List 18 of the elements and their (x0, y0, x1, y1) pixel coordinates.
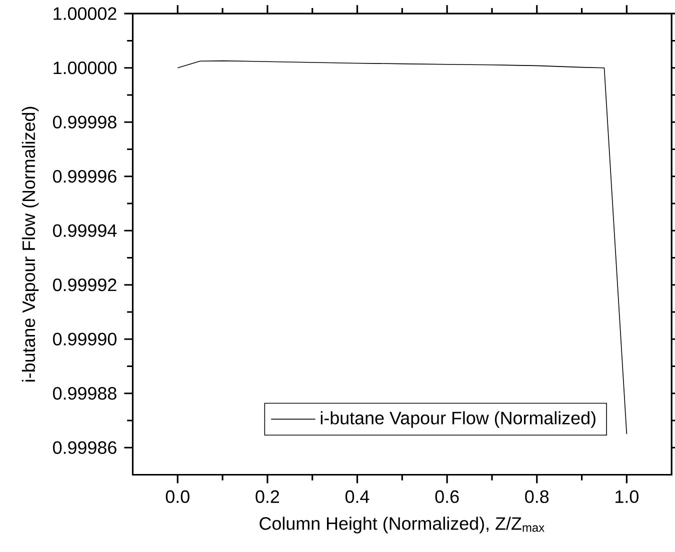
x-tick-label: 0.2 (256, 490, 280, 504)
x-tick-label: 0.0 (166, 490, 190, 504)
y-tick-label: 1.00002 (54, 7, 116, 20)
y-tick-label: 0.99990 (53, 332, 116, 346)
x-tick-label: 1.0 (616, 490, 638, 504)
x-tick-label: 0.8 (525, 490, 549, 504)
x-tick-label: 0.6 (435, 490, 459, 504)
y-tick-label: 0.99998 (53, 116, 116, 129)
y-tick-label: 0.99994 (53, 224, 117, 238)
y-tick-label: 0.99992 (53, 278, 116, 292)
y-tick-label: 0.99988 (53, 387, 116, 400)
legend-label: i-butane Vapour Flow (Normalized) (320, 411, 596, 428)
y-tick-label: 1.00000 (54, 62, 116, 74)
x-axis-title: Column Height (Normalized), Z/Z$_{max}$ (260, 516, 544, 534)
y-tick-label: 0.99996 (53, 170, 116, 183)
y-tick-label: 0.99986 (53, 441, 116, 454)
x-tick-label: 0.4 (345, 490, 370, 504)
y-axis-title: i-butane Vapour Flow (Normalized) (22, 106, 39, 382)
